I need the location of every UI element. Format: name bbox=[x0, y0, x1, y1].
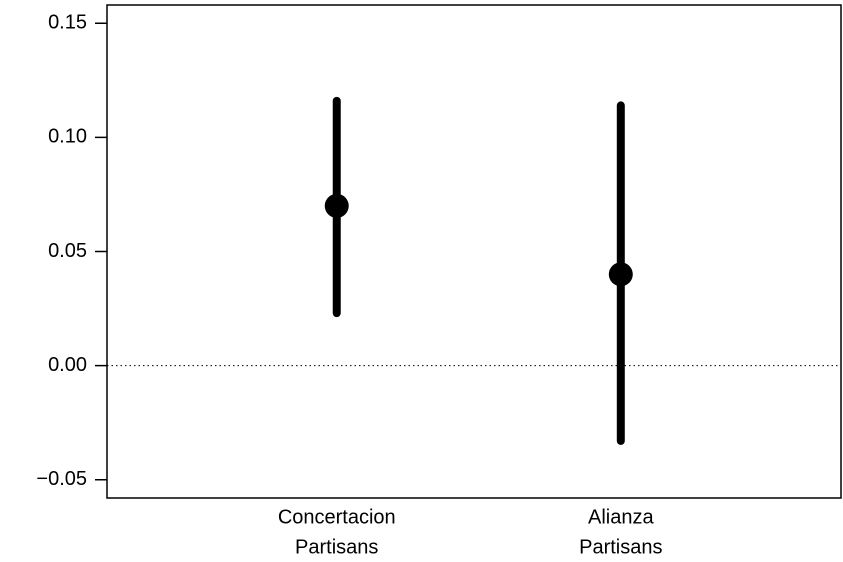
x-tick-label: Concertacion bbox=[278, 506, 396, 528]
plot-frame bbox=[106, 4, 842, 499]
y-tick-label: 0.15 bbox=[48, 12, 87, 34]
x-tick-label: Alianza bbox=[588, 506, 654, 528]
y-tick-label: 0.05 bbox=[48, 240, 87, 262]
point bbox=[324, 193, 349, 218]
x-tick-label: Partisans bbox=[579, 536, 662, 558]
y-tick-label: −0.05 bbox=[36, 468, 87, 490]
x-tick-label: Partisans bbox=[295, 536, 378, 558]
y-tick-label: 0.00 bbox=[48, 354, 87, 376]
y-tick-label: 0.10 bbox=[48, 126, 87, 148]
point bbox=[608, 262, 633, 287]
